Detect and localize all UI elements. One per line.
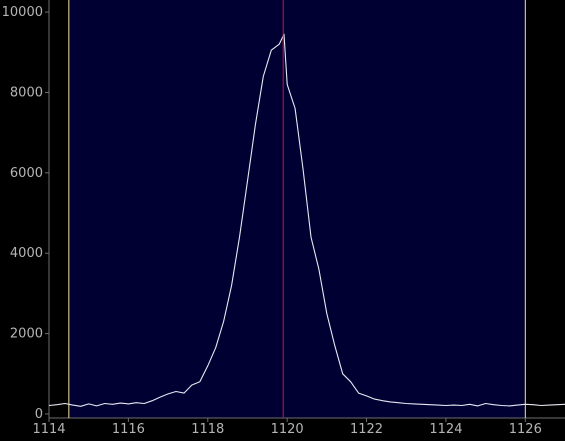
y-tick-label: 0 (35, 407, 43, 422)
y-tick-label: 6000 (10, 166, 43, 181)
x-tick-label: 1120 (271, 422, 304, 437)
x-tick-label: 1122 (350, 422, 383, 437)
x-tick-label: 1114 (32, 422, 65, 437)
y-tick-label: 2000 (10, 327, 43, 342)
spectrum-series-line (48, 33, 565, 407)
y-tick-label: 4000 (10, 246, 43, 261)
y-tick-label: 10000 (2, 5, 43, 20)
x-tick-label: 1116 (112, 422, 145, 437)
x-tick-label: 1124 (429, 422, 462, 437)
plot-area (49, 0, 565, 418)
highlight-range (68, 0, 526, 418)
x-tick-label: 1126 (509, 422, 542, 437)
x-tick-label: 1118 (191, 422, 224, 437)
data-layer (48, 0, 565, 418)
y-tick-label: 8000 (10, 85, 43, 100)
